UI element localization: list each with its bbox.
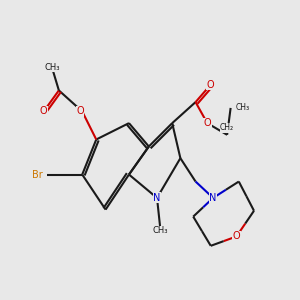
Text: O: O (207, 80, 214, 90)
Text: O: O (76, 106, 84, 116)
Text: O: O (203, 118, 211, 128)
Text: Br: Br (32, 169, 43, 179)
Text: CH₃: CH₃ (153, 226, 168, 235)
Text: O: O (40, 106, 47, 116)
Text: N: N (153, 193, 161, 203)
Text: CH₃: CH₃ (44, 62, 60, 71)
Text: O: O (233, 232, 240, 242)
Text: CH₂: CH₂ (220, 123, 234, 132)
Text: CH₃: CH₃ (235, 103, 249, 112)
Text: N: N (209, 193, 217, 203)
